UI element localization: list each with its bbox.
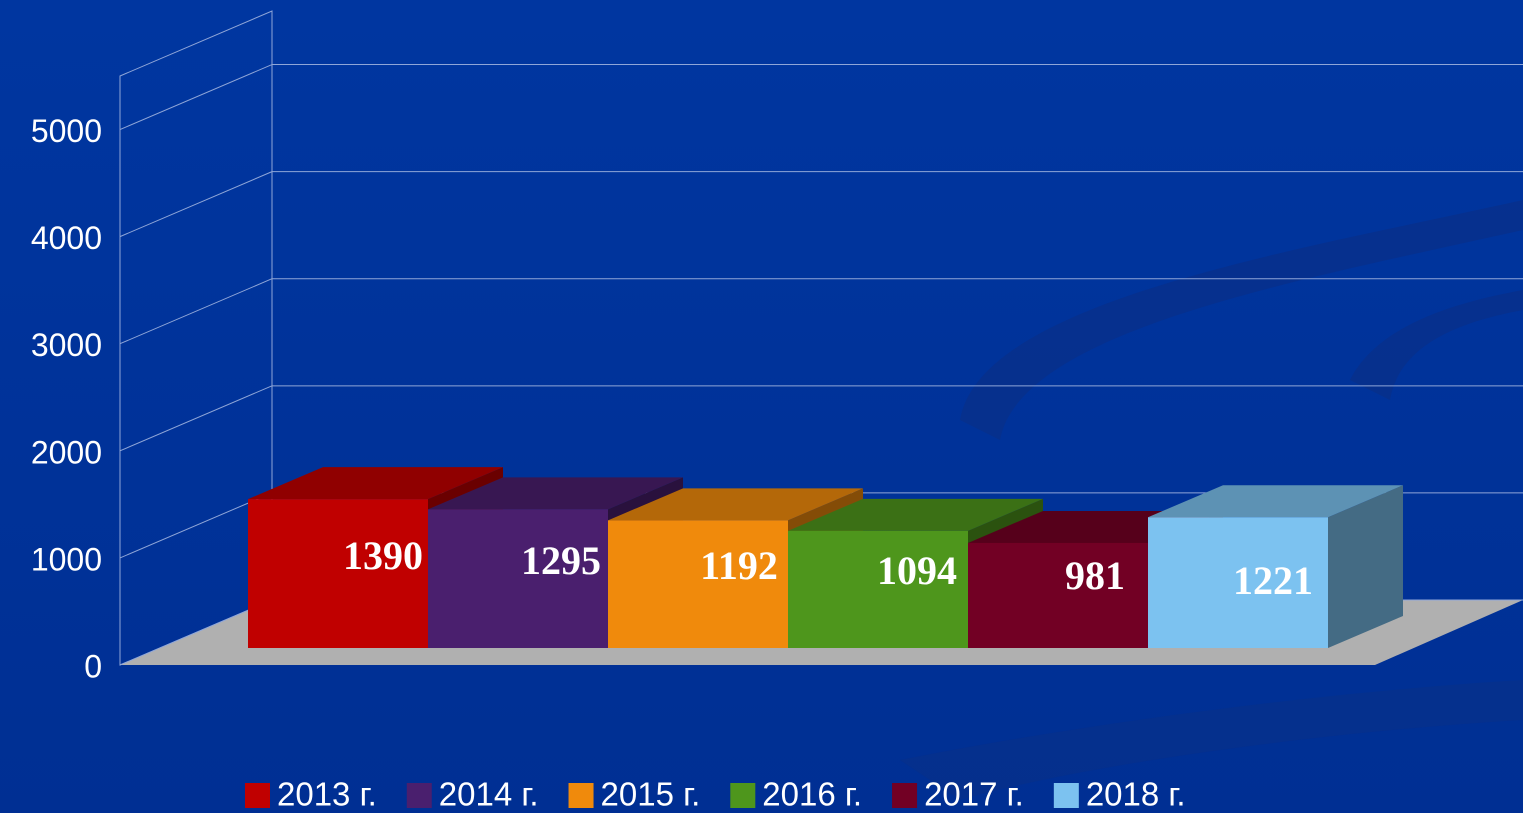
bar-top <box>608 488 863 521</box>
legend-label: 2016 г. <box>762 776 862 813</box>
y-tick-label: 4000 <box>31 220 102 256</box>
legend-label: 2018 г. <box>1086 776 1186 813</box>
legend-swatch <box>245 783 270 808</box>
bar <box>608 520 788 648</box>
decoration <box>960 200 1523 440</box>
legend-swatch <box>892 783 918 808</box>
value-label: 1094 <box>877 548 957 593</box>
grid-line <box>119 599 273 666</box>
value-label: 1295 <box>521 538 601 583</box>
bar-side <box>1328 485 1403 648</box>
bar <box>788 530 968 648</box>
bar <box>968 542 1148 648</box>
legend-label: 2014 г. <box>439 776 539 813</box>
value-label: 981 <box>1065 553 1125 598</box>
bar-top <box>248 467 503 500</box>
legend-label: 2015 г. <box>601 776 701 813</box>
bar <box>248 499 428 648</box>
y-tick-label: 0 <box>84 648 102 684</box>
legend-swatch <box>1053 783 1079 808</box>
bar <box>428 509 608 648</box>
grid-line <box>119 492 273 559</box>
bar <box>1148 517 1328 648</box>
decoration <box>1350 290 1523 400</box>
decoration <box>900 680 1523 800</box>
legend-label: 2017 г. <box>924 776 1024 813</box>
grid-line <box>119 64 273 131</box>
grid-line <box>119 171 273 238</box>
legend-swatch <box>406 783 432 808</box>
y-tick-label: 2000 <box>31 434 102 470</box>
grid-line <box>119 385 273 452</box>
y-tick-label: 1000 <box>31 541 102 577</box>
value-label: 1221 <box>1233 558 1313 603</box>
legend-swatch <box>730 783 756 808</box>
bar-top <box>788 498 1043 531</box>
grid-line <box>119 278 273 345</box>
bar-top <box>428 477 683 510</box>
y-tick-label: 5000 <box>31 113 102 149</box>
bar-top <box>1148 485 1403 518</box>
value-label: 1192 <box>700 543 778 588</box>
y-tick-label: 3000 <box>31 327 102 363</box>
legend-label: 2013 г. <box>277 776 377 813</box>
legend-swatch <box>568 783 594 808</box>
value-label: 1390 <box>343 533 423 578</box>
